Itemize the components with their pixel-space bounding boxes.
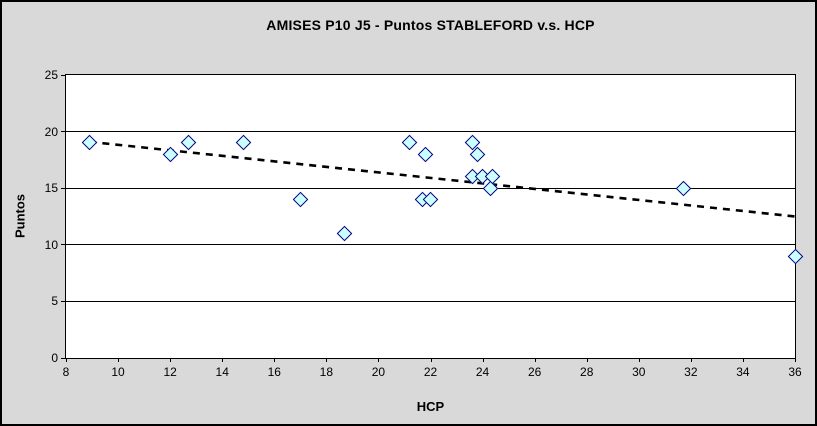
x-tick-mark xyxy=(795,358,796,362)
y-axis-title: Puntos xyxy=(12,193,28,239)
y-tick-label: 10 xyxy=(44,237,58,252)
x-tick-mark xyxy=(742,358,744,362)
x-tick-mark xyxy=(534,358,536,362)
x-tick-label: 32 xyxy=(684,365,698,379)
x-tick-mark xyxy=(690,358,692,362)
x-tick-label: 16 xyxy=(267,365,281,379)
y-tick-label: 0 xyxy=(51,351,58,365)
x-tick-mark xyxy=(274,358,276,362)
x-tick-label: 14 xyxy=(215,365,229,379)
y-tick-mark xyxy=(61,300,65,302)
x-tick-label: 30 xyxy=(632,365,646,379)
plot-area xyxy=(65,74,803,359)
x-tick-mark xyxy=(326,358,328,362)
x-tick-label: 24 xyxy=(475,365,490,379)
x-tick-label: 26 xyxy=(527,365,542,379)
x-tick-mark xyxy=(430,358,432,362)
x-tick-label: 20 xyxy=(371,365,386,379)
x-tick-mark xyxy=(66,358,67,362)
x-tick-mark xyxy=(170,358,172,362)
x-tick-mark xyxy=(378,358,380,362)
x-tick-label: 12 xyxy=(163,365,177,379)
x-tick-label: 22 xyxy=(423,365,438,379)
x-tick-label: 36 xyxy=(788,365,802,379)
y-tick-label: 25 xyxy=(44,68,58,82)
x-tick-mark xyxy=(118,358,120,362)
x-tick-mark xyxy=(222,358,224,362)
y-tick-label: 15 xyxy=(44,181,58,196)
x-tick-label: 8 xyxy=(62,365,70,379)
trendline xyxy=(89,140,795,218)
y-tick-mark xyxy=(61,244,65,246)
x-tick-mark xyxy=(638,358,640,362)
x-tick-mark xyxy=(482,358,484,362)
x-tick-label: 18 xyxy=(319,365,334,379)
y-tick-label: 20 xyxy=(44,124,58,139)
gridline xyxy=(66,187,795,189)
y-tick-mark xyxy=(61,74,65,76)
x-axis-title: HCP xyxy=(416,399,445,414)
gridline xyxy=(66,244,795,246)
x-tick-label: 28 xyxy=(580,365,594,379)
y-tick-label: 5 xyxy=(51,294,58,309)
x-tick-label: 34 xyxy=(736,365,750,379)
x-tick-label: 10 xyxy=(111,365,125,379)
chart-title: AMISES P10 J5 - Puntos STABLEFORD v.s. H… xyxy=(266,17,595,33)
y-tick-mark xyxy=(61,357,65,359)
gridline xyxy=(66,300,795,302)
x-tick-mark xyxy=(586,358,588,362)
y-tick-mark xyxy=(61,187,65,189)
gridline xyxy=(66,131,795,133)
y-tick-mark xyxy=(61,131,65,133)
